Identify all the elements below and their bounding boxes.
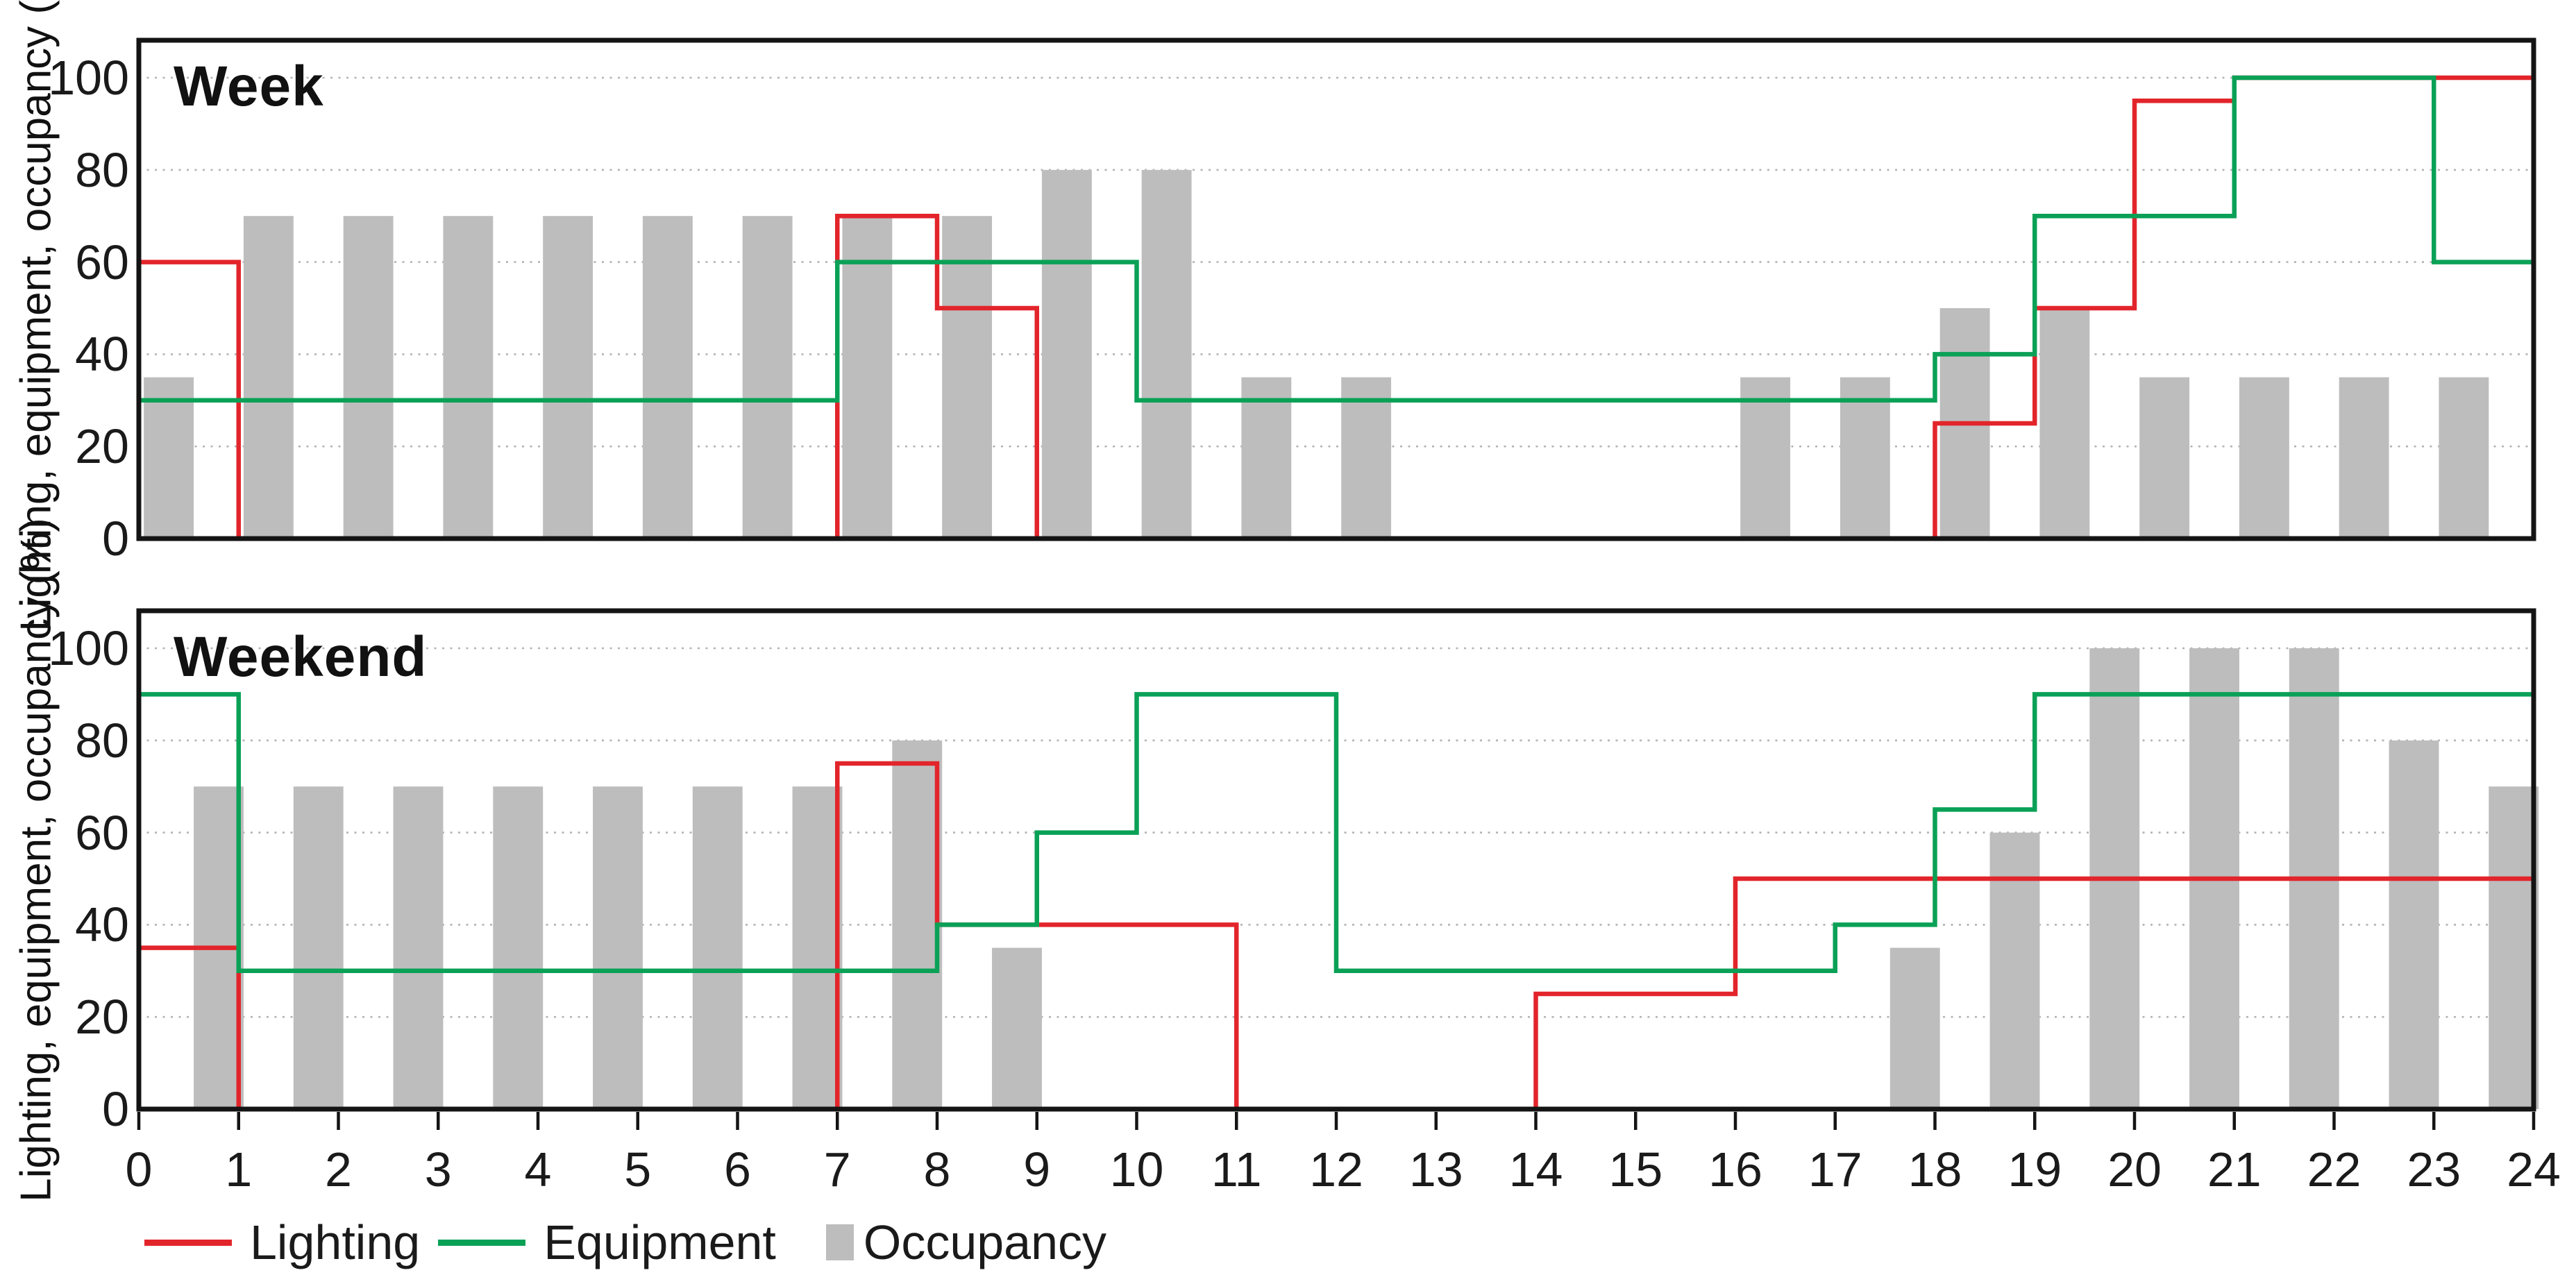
x-tick-label-18: 18 <box>1908 1142 1962 1197</box>
occupancy-bar <box>2439 377 2489 539</box>
x-tick-label-14: 14 <box>1508 1142 1563 1197</box>
equipment-line <box>139 75 2534 403</box>
occupancy-bar <box>942 216 993 539</box>
y-tick-label-60: 60 <box>75 235 129 289</box>
y-tick-label-20: 20 <box>75 990 129 1045</box>
occupancy-bar <box>1041 169 1092 539</box>
occupancy-box-icon <box>825 1224 854 1260</box>
occupancy-bar <box>293 786 344 1109</box>
x-tick-label-24: 24 <box>2507 1142 2561 1197</box>
legend: Lighting Equipment Occupancy <box>144 1213 1106 1272</box>
legend-item-lighting: Lighting <box>144 1215 420 1270</box>
occupancy-bar <box>343 216 394 539</box>
x-tick-label-2: 2 <box>325 1142 352 1197</box>
occupancy-bar <box>1840 377 1890 539</box>
x-tick-label-4: 4 <box>524 1142 552 1197</box>
occupancy-bar <box>2339 377 2389 539</box>
occupancy-bar <box>2489 786 2539 1109</box>
x-tick-label-1: 1 <box>225 1142 253 1197</box>
x-tick-label-6: 6 <box>724 1142 751 1197</box>
legend-lighting-label: Lighting <box>250 1215 421 1269</box>
x-tick-label-0: 0 <box>125 1142 153 1197</box>
y-tick-label-80: 80 <box>75 713 129 768</box>
occupancy-bar <box>1241 377 1292 539</box>
y-tick-label-0: 0 <box>102 512 129 566</box>
x-tick-label-10: 10 <box>1109 1142 1164 1197</box>
x-tick-label-16: 16 <box>1708 1142 1762 1197</box>
y-tick-label-100: 100 <box>48 621 129 675</box>
x-tick-label-3: 3 <box>424 1142 452 1197</box>
equipment-line <box>139 692 2534 974</box>
y-tick-label-0: 0 <box>102 1082 129 1136</box>
occupancy-bar <box>992 947 1042 1109</box>
occupancy-bar <box>493 786 544 1109</box>
occupancy-bar <box>692 786 743 1109</box>
occupancy-bar <box>543 216 594 539</box>
x-tick-label-13: 13 <box>1408 1142 1463 1197</box>
x-tick-label-21: 21 <box>2207 1142 2262 1197</box>
occupancy-bar <box>2139 377 2190 539</box>
x-tick-label-20: 20 <box>2107 1142 2162 1197</box>
y-tick-label-40: 40 <box>75 897 129 952</box>
x-tick-label-23: 23 <box>2407 1142 2461 1197</box>
x-tick-label-17: 17 <box>1808 1142 1862 1197</box>
x-tick-label-15: 15 <box>1608 1142 1663 1197</box>
occupancy-bar <box>1989 832 2040 1109</box>
x-tick-label-19: 19 <box>2007 1142 2062 1197</box>
occupancy-bar <box>1740 377 1791 539</box>
occupancy-bar <box>1341 377 1392 539</box>
occupancy-bar <box>443 216 494 539</box>
x-tick-label-8: 8 <box>923 1142 951 1197</box>
week-panel-title: Week <box>174 55 324 118</box>
occupancy-bar <box>243 216 294 539</box>
panel-frame <box>136 608 2536 1112</box>
legend-item-equipment: Equipment <box>438 1215 776 1270</box>
occupancy-bar <box>144 377 194 539</box>
lighting-line-icon <box>144 1239 232 1246</box>
legend-occupancy-label: Occupancy <box>863 1215 1107 1269</box>
legend-equipment-label: Equipment <box>544 1215 776 1269</box>
x-tick-label-11: 11 <box>1211 1142 1262 1197</box>
x-tick-label-9: 9 <box>1023 1142 1051 1197</box>
y-tick-label-100: 100 <box>48 51 129 105</box>
occupancy-bar <box>842 216 893 539</box>
weekend-panel-title: Weekend <box>174 625 428 689</box>
panel-frame <box>136 37 2536 541</box>
occupancy-bar <box>2039 308 2090 539</box>
x-tick-label-7: 7 <box>823 1142 851 1197</box>
y-tick-label-60: 60 <box>75 805 129 860</box>
y-tick-label-40: 40 <box>75 327 129 382</box>
occupancy-bar <box>642 216 693 539</box>
x-tick-label-12: 12 <box>1309 1142 1363 1197</box>
occupancy-bar <box>1889 947 1940 1109</box>
occupancy-bar <box>593 786 643 1109</box>
occupancy-bar <box>892 740 943 1109</box>
occupancy-bar <box>792 786 843 1109</box>
occupancy-bar <box>742 216 793 539</box>
occupancy-bar <box>2389 740 2439 1109</box>
equipment-line-icon <box>438 1239 526 1246</box>
x-tick-label-5: 5 <box>624 1142 652 1197</box>
x-tick-label-22: 22 <box>2307 1142 2362 1197</box>
legend-item-occupancy: Occupancy <box>825 1215 1107 1270</box>
occupancy-bar <box>2239 377 2289 539</box>
occupancy-bar <box>393 786 444 1109</box>
y-tick-label-20: 20 <box>75 419 129 474</box>
y-tick-label-80: 80 <box>75 142 129 197</box>
occupancy-bar <box>1141 169 1192 539</box>
